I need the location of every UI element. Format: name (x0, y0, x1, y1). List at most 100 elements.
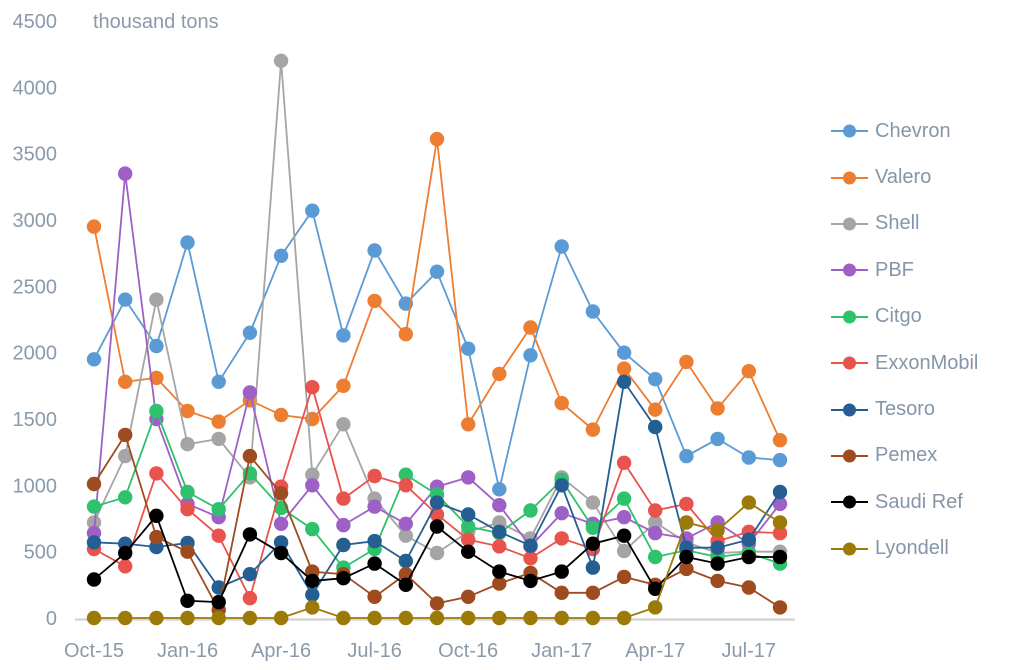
data-point-lyondell (741, 495, 756, 510)
data-point-pemex (367, 589, 382, 604)
data-point-shell (149, 292, 164, 307)
legend-marker-icon (831, 356, 868, 370)
data-point-exxonmobil (242, 590, 258, 606)
data-point-lyondell (492, 610, 507, 626)
chart-unit-label: thousand tons (93, 11, 219, 33)
data-point-chevron (772, 452, 788, 468)
x-tick-label: Oct-16 (438, 640, 498, 662)
data-point-citgo (523, 503, 538, 518)
data-point-tesoro (710, 540, 725, 555)
data-point-tesoro (86, 535, 102, 550)
data-point-tesoro (554, 478, 569, 493)
data-point-lyondell (398, 610, 413, 626)
data-point-chevron (86, 352, 102, 367)
data-point-lyondell (461, 610, 476, 626)
data-point-chevron (585, 304, 601, 319)
data-point-chevron (118, 292, 133, 307)
data-point-chevron (180, 235, 195, 250)
data-point-shell (398, 528, 413, 543)
data-point-saudi-ref (242, 527, 258, 542)
legend-item-exxonmobil: ExxonMobil (831, 340, 978, 386)
x-tick-label: Apr-17 (625, 640, 685, 662)
data-point-shell (86, 515, 102, 530)
legend-item-citgo: Citgo (831, 294, 978, 340)
data-point-tesoro (367, 533, 382, 549)
data-point-pbf (461, 470, 476, 485)
legend-label: Valero (875, 166, 932, 189)
data-point-valero (554, 395, 569, 411)
data-point-valero (741, 364, 756, 379)
data-point-valero (367, 293, 382, 309)
data-point-valero (616, 361, 632, 376)
data-point-valero (648, 402, 663, 417)
legend-item-shell: Shell (831, 201, 978, 247)
data-point-saudi-ref (679, 549, 694, 565)
data-point-chevron (336, 328, 351, 343)
data-point-saudi-ref (772, 549, 788, 565)
data-point-pbf (367, 499, 382, 514)
data-point-pemex (492, 576, 507, 591)
legend-label: Lyondell (875, 537, 949, 560)
data-point-saudi-ref (461, 544, 476, 559)
data-point-valero (523, 320, 538, 335)
data-point-tesoro (429, 495, 445, 510)
data-point-valero (679, 354, 694, 370)
data-point-pemex (273, 486, 289, 501)
data-point-chevron (149, 338, 164, 354)
data-point-chevron (367, 243, 382, 258)
data-point-exxonmobil (398, 478, 413, 493)
data-point-citgo (616, 491, 632, 506)
legend-item-chevron: Chevron (831, 108, 978, 154)
data-point-lyondell (554, 610, 569, 626)
data-point-valero (492, 366, 507, 382)
legend-marker-icon (831, 171, 868, 185)
data-point-lyondell (180, 610, 195, 626)
data-point-valero (461, 417, 476, 432)
legend-label: ExxonMobil (875, 351, 979, 374)
data-point-saudi-ref (616, 528, 632, 543)
legend-label: Pemex (875, 444, 938, 467)
x-tick-label: Oct-15 (64, 640, 124, 662)
legend-label: Citgo (875, 305, 922, 328)
series-line-valero (93, 138, 781, 441)
data-point-tesoro (772, 484, 788, 500)
data-point-chevron (461, 341, 476, 356)
data-point-saudi-ref (273, 545, 289, 561)
data-point-valero (211, 414, 226, 429)
data-point-saudi-ref (398, 577, 413, 592)
data-point-exxonmobil (180, 502, 195, 517)
x-tick-label: Jul-17 (722, 640, 776, 662)
y-tick-label: 3500 (13, 144, 58, 166)
legend-item-pbf: PBF (831, 247, 978, 293)
data-point-exxonmobil (118, 559, 133, 574)
data-point-shell (273, 53, 289, 68)
data-point-citgo (585, 520, 601, 535)
data-point-pbf (273, 516, 289, 531)
data-point-citgo (461, 519, 476, 534)
data-point-saudi-ref (523, 573, 538, 589)
y-tick-label: 1500 (13, 409, 58, 431)
data-point-saudi-ref (305, 573, 320, 589)
legend-item-tesoro: Tesoro (831, 386, 978, 432)
data-point-lyondell (679, 515, 694, 530)
data-point-chevron (211, 374, 226, 389)
legend-item-lyondell: Lyondell (831, 526, 978, 572)
data-point-pbf (772, 496, 788, 512)
data-point-pemex (461, 589, 476, 604)
data-point-valero (118, 374, 133, 389)
data-point-tesoro (648, 419, 663, 435)
data-point-saudi-ref (180, 593, 195, 608)
data-point-chevron (242, 325, 258, 340)
data-point-exxonmobil (305, 380, 320, 395)
legend-label: Shell (875, 212, 920, 235)
data-point-lyondell (367, 610, 382, 626)
data-point-citgo (180, 484, 195, 500)
data-point-saudi-ref (86, 572, 102, 587)
data-point-lyondell (710, 523, 725, 538)
data-point-lyondell (305, 600, 320, 615)
data-point-pemex (616, 569, 632, 585)
data-point-saudi-ref (648, 581, 663, 596)
data-point-pemex (710, 573, 725, 589)
data-point-pemex (180, 544, 195, 559)
data-point-pemex (679, 561, 694, 577)
